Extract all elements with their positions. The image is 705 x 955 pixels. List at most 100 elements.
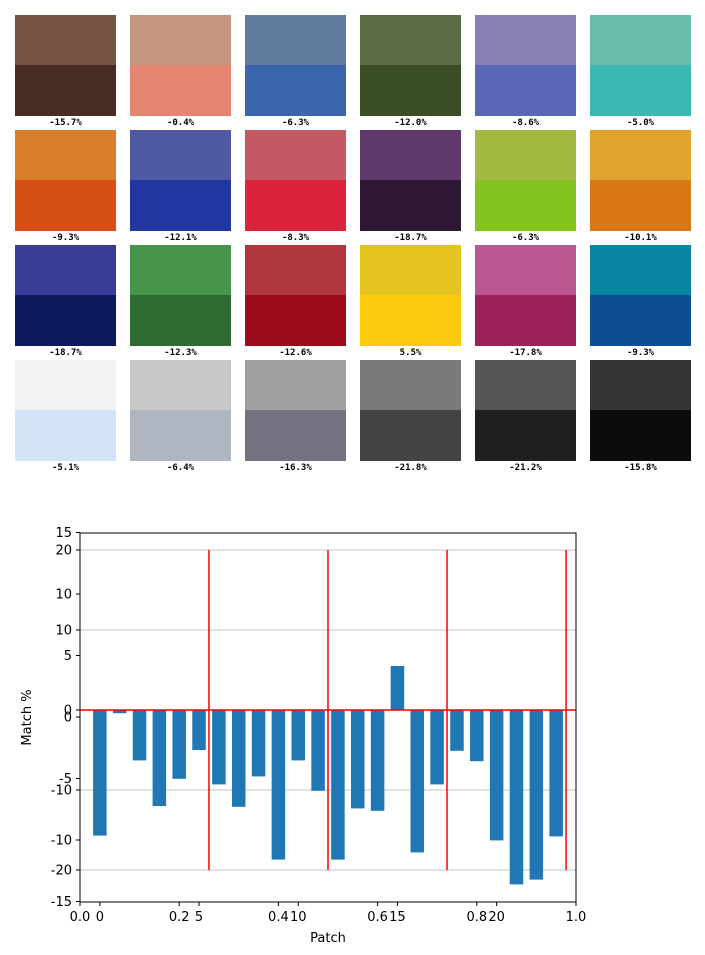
bar [251,710,266,777]
patch-reference-swatch [360,360,461,410]
color-patch: -12.3% [130,245,231,358]
y-tick-label: -15 [51,895,72,910]
color-patch: -21.8% [360,360,461,473]
patch-match-label: -21.2% [509,463,542,473]
y-tick-label: 0 [64,704,72,719]
y-tick-label: -10 [51,784,72,799]
x-tick-label: 0.4 [268,910,289,925]
y-tick-label: -5 [59,772,72,787]
patch-match-label: -18.7% [49,348,82,358]
bar [152,710,167,806]
patch-match-label: -12.1% [164,233,197,243]
color-patch: 5.5% [360,245,461,358]
x-tick-label: 0.8 [466,910,487,925]
bar [549,710,563,837]
patch-sample-swatch [590,180,691,231]
bars [93,666,563,885]
color-patch: -12.0% [360,15,461,128]
reference-lines [80,550,576,870]
patch-reference-swatch [245,360,346,410]
bar [430,710,444,785]
patch-reference-swatch [245,130,346,180]
y-tick-label: 5 [64,649,72,664]
patch-match-label: -15.8% [624,463,657,473]
patch-reference-swatch [245,245,346,295]
patch-reference-swatch [15,245,116,295]
patch-reference-swatch [15,360,116,410]
color-patch: -0.4% [130,15,231,128]
patch-sample-swatch [245,410,346,461]
patch-reference-swatch [130,130,231,180]
patch-match-label: -5.0% [626,118,655,128]
patch-sample-swatch [360,410,461,461]
bar [529,710,544,880]
patch-match-label: -6.3% [281,118,310,128]
color-patch: -6.3% [475,130,576,243]
patch-match-label: -10.1% [624,233,657,243]
y-tick-label: -20 [51,864,72,879]
y-tick-label: 0 [64,711,72,726]
patch-sample-swatch [15,295,116,346]
patch-sample-swatch [130,180,231,231]
x-tick-label: 15 [389,910,406,925]
y-axis-label: Match % [20,689,35,745]
x-tick-label: 1.0 [566,910,587,925]
patch-sample-swatch [245,65,346,116]
x-tick-label: 0.0 [70,910,91,925]
x-tick-label: 10 [290,910,307,925]
patch-sample-swatch [475,180,576,231]
bar [489,710,504,841]
patch-reference-swatch [360,15,461,65]
color-patch: -6.4% [130,360,231,473]
bar [311,710,325,791]
patch-match-label: -8.6% [511,118,540,128]
bar [370,710,385,811]
patch-sample-swatch [15,180,116,231]
patch-reference-swatch [475,15,576,65]
bar [509,710,524,885]
color-patch: -10.1% [590,130,691,243]
color-patch: -15.7% [15,15,116,128]
patch-sample-swatch [130,295,231,346]
patch-reference-swatch [590,360,691,410]
patch-match-label: 5.5% [399,348,422,358]
x-tick-label: 0.6 [367,910,388,925]
patch-sample-swatch [475,295,576,346]
bar [93,710,107,836]
patch-sample-swatch [590,295,691,346]
patch-reference-swatch [15,15,116,65]
patch-match-label: -6.4% [166,463,195,473]
patch-sample-swatch [245,180,346,231]
color-patch: -21.2% [475,360,576,473]
patch-sample-swatch [360,295,461,346]
patch-reference-swatch [475,245,576,295]
y-tick-label: 15 [55,526,72,541]
patch-sample-swatch [130,65,231,116]
patch-match-label: -0.4% [166,118,195,128]
patch-match-label: -21.8% [394,463,427,473]
bar [390,666,405,710]
patch-reference-swatch [475,130,576,180]
color-patch: -6.3% [245,15,346,128]
color-patch: -16.3% [245,360,346,473]
patch-match-label: -12.6% [279,348,312,358]
color-patch: -15.8% [590,360,691,473]
bar [291,710,305,761]
bar [132,710,147,761]
patch-reference-swatch [360,130,461,180]
patch-sample-swatch [475,65,576,116]
x-axis-label: Patch [310,931,346,946]
bar [192,710,206,750]
bar [351,710,365,809]
patch-match-label: -9.3% [51,233,80,243]
patch-match-label: -8.3% [281,233,310,243]
color-patch: -5.1% [15,360,116,473]
patch-match-label: -15.7% [49,118,82,128]
color-patch: -8.3% [245,130,346,243]
bar [450,710,464,751]
x-tick-label: 0.2 [169,910,190,925]
patch-reference-swatch [130,15,231,65]
patch-reference-swatch [590,245,691,295]
color-patch: -18.7% [360,130,461,243]
